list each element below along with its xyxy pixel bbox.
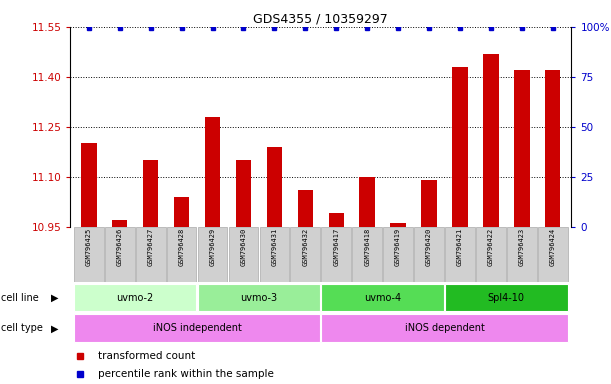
Bar bbox=[290, 227, 320, 282]
Text: uvmo-2: uvmo-2 bbox=[117, 293, 154, 303]
Bar bbox=[143, 160, 158, 227]
Bar bbox=[167, 227, 197, 282]
Bar bbox=[198, 284, 320, 311]
Bar bbox=[298, 190, 313, 227]
Bar bbox=[205, 117, 220, 227]
Bar bbox=[136, 227, 166, 282]
Text: uvmo-4: uvmo-4 bbox=[364, 293, 401, 303]
Bar bbox=[507, 227, 536, 282]
Bar bbox=[483, 53, 499, 227]
Text: GSM796429: GSM796429 bbox=[210, 228, 216, 266]
Bar bbox=[383, 227, 413, 282]
Text: GSM796419: GSM796419 bbox=[395, 228, 401, 266]
Text: GSM796425: GSM796425 bbox=[86, 228, 92, 266]
Text: Spl4-10: Spl4-10 bbox=[488, 293, 525, 303]
Bar bbox=[390, 223, 406, 227]
Bar bbox=[229, 227, 258, 282]
Bar bbox=[81, 143, 97, 227]
Bar bbox=[329, 213, 344, 227]
Bar bbox=[74, 284, 197, 311]
Text: GSM796418: GSM796418 bbox=[364, 228, 370, 266]
Bar bbox=[266, 147, 282, 227]
Bar bbox=[260, 227, 289, 282]
Title: GDS4355 / 10359297: GDS4355 / 10359297 bbox=[254, 13, 388, 26]
Bar bbox=[452, 67, 467, 227]
Bar bbox=[359, 177, 375, 227]
Bar bbox=[112, 220, 128, 227]
Bar bbox=[353, 227, 382, 282]
Bar bbox=[414, 227, 444, 282]
Text: GSM796428: GSM796428 bbox=[178, 228, 185, 266]
Text: GSM796427: GSM796427 bbox=[148, 228, 154, 266]
Bar bbox=[445, 227, 475, 282]
Bar bbox=[321, 227, 351, 282]
Bar bbox=[174, 197, 189, 227]
Bar bbox=[514, 70, 530, 227]
Text: GSM796430: GSM796430 bbox=[241, 228, 246, 266]
Text: GSM796424: GSM796424 bbox=[550, 228, 556, 266]
Bar bbox=[236, 160, 251, 227]
Bar bbox=[74, 227, 104, 282]
Text: GSM796420: GSM796420 bbox=[426, 228, 432, 266]
Text: GSM796431: GSM796431 bbox=[271, 228, 277, 266]
Text: transformed count: transformed count bbox=[98, 351, 195, 361]
Text: cell type: cell type bbox=[1, 323, 43, 333]
Text: percentile rank within the sample: percentile rank within the sample bbox=[98, 369, 274, 379]
Bar bbox=[422, 180, 437, 227]
Text: ▶: ▶ bbox=[51, 323, 58, 333]
Bar bbox=[445, 284, 568, 311]
Bar bbox=[538, 227, 568, 282]
Bar bbox=[545, 70, 560, 227]
Bar bbox=[321, 284, 444, 311]
Text: iNOS dependent: iNOS dependent bbox=[404, 323, 485, 333]
Text: uvmo-3: uvmo-3 bbox=[240, 293, 277, 303]
Bar bbox=[476, 227, 506, 282]
Bar bbox=[74, 314, 320, 342]
Bar bbox=[105, 227, 134, 282]
Text: GSM796432: GSM796432 bbox=[302, 228, 309, 266]
Text: GSM796421: GSM796421 bbox=[457, 228, 463, 266]
Text: ▶: ▶ bbox=[51, 293, 58, 303]
Bar bbox=[198, 227, 227, 282]
Text: GSM796417: GSM796417 bbox=[333, 228, 339, 266]
Text: GSM796426: GSM796426 bbox=[117, 228, 123, 266]
Text: GSM796423: GSM796423 bbox=[519, 228, 525, 266]
Bar bbox=[321, 314, 568, 342]
Text: cell line: cell line bbox=[1, 293, 39, 303]
Text: iNOS independent: iNOS independent bbox=[153, 323, 241, 333]
Text: GSM796422: GSM796422 bbox=[488, 228, 494, 266]
